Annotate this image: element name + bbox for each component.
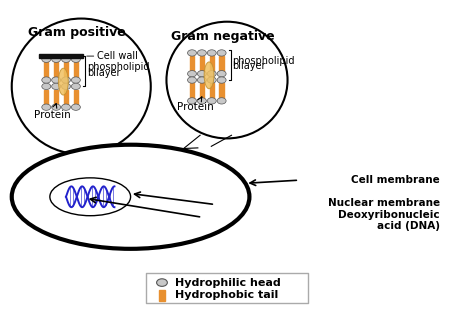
Ellipse shape xyxy=(12,145,249,249)
Circle shape xyxy=(71,56,80,62)
Text: Gram negative: Gram negative xyxy=(171,30,274,43)
Circle shape xyxy=(217,77,226,83)
Text: Hydrophobic tail: Hydrophobic tail xyxy=(174,290,278,300)
Circle shape xyxy=(188,98,197,104)
Circle shape xyxy=(52,83,61,90)
Circle shape xyxy=(157,279,168,286)
Ellipse shape xyxy=(12,19,151,154)
Circle shape xyxy=(217,50,226,56)
Bar xyxy=(39,54,83,58)
Bar xyxy=(200,56,204,71)
Text: phospholipid: phospholipid xyxy=(232,56,295,66)
Text: bilayer: bilayer xyxy=(232,62,266,72)
Text: Gram positive: Gram positive xyxy=(28,26,126,39)
Bar xyxy=(146,273,308,303)
Circle shape xyxy=(62,56,70,62)
Text: Nuclear membrane: Nuclear membrane xyxy=(328,198,440,208)
Bar xyxy=(64,62,68,77)
Bar xyxy=(210,56,214,71)
Circle shape xyxy=(62,83,70,90)
Circle shape xyxy=(71,83,80,90)
Ellipse shape xyxy=(204,62,214,89)
Circle shape xyxy=(52,56,61,62)
Circle shape xyxy=(52,104,61,110)
Bar xyxy=(190,56,194,71)
Text: Hydrophilic head: Hydrophilic head xyxy=(174,278,280,288)
Text: Protein: Protein xyxy=(177,97,214,112)
Circle shape xyxy=(71,77,80,83)
Circle shape xyxy=(52,77,61,83)
Circle shape xyxy=(71,104,80,110)
Bar xyxy=(74,90,78,104)
Bar xyxy=(74,62,78,77)
Circle shape xyxy=(197,71,207,77)
Bar xyxy=(219,56,224,71)
Circle shape xyxy=(42,104,51,110)
Bar xyxy=(54,62,59,77)
Ellipse shape xyxy=(167,22,287,138)
Bar xyxy=(190,83,194,98)
Circle shape xyxy=(62,77,70,83)
Text: Deoxyribonucleic
acid (DNA): Deoxyribonucleic acid (DNA) xyxy=(338,210,440,231)
Bar xyxy=(54,90,59,104)
Bar xyxy=(44,62,49,77)
Text: Cell wall: Cell wall xyxy=(98,51,138,61)
Circle shape xyxy=(188,71,197,77)
Circle shape xyxy=(207,71,216,77)
Ellipse shape xyxy=(59,68,68,95)
Bar xyxy=(44,90,49,104)
Circle shape xyxy=(188,77,197,83)
Circle shape xyxy=(207,77,216,83)
Text: Cell membrane: Cell membrane xyxy=(351,175,440,185)
Circle shape xyxy=(197,50,207,56)
Bar xyxy=(219,83,224,98)
Circle shape xyxy=(207,98,216,104)
Bar xyxy=(200,83,204,98)
Circle shape xyxy=(42,77,51,83)
Text: Protein: Protein xyxy=(34,104,70,120)
Circle shape xyxy=(62,104,70,110)
Circle shape xyxy=(42,83,51,90)
Circle shape xyxy=(217,71,226,77)
Circle shape xyxy=(188,50,197,56)
Text: bilayer: bilayer xyxy=(87,68,120,78)
Bar xyxy=(64,90,68,104)
Circle shape xyxy=(217,98,226,104)
Circle shape xyxy=(197,77,207,83)
Text: phospholipid: phospholipid xyxy=(87,62,149,72)
Circle shape xyxy=(197,98,207,104)
Ellipse shape xyxy=(50,178,131,216)
Circle shape xyxy=(207,50,216,56)
Bar xyxy=(210,83,214,98)
Circle shape xyxy=(42,56,51,62)
Bar xyxy=(159,290,165,301)
